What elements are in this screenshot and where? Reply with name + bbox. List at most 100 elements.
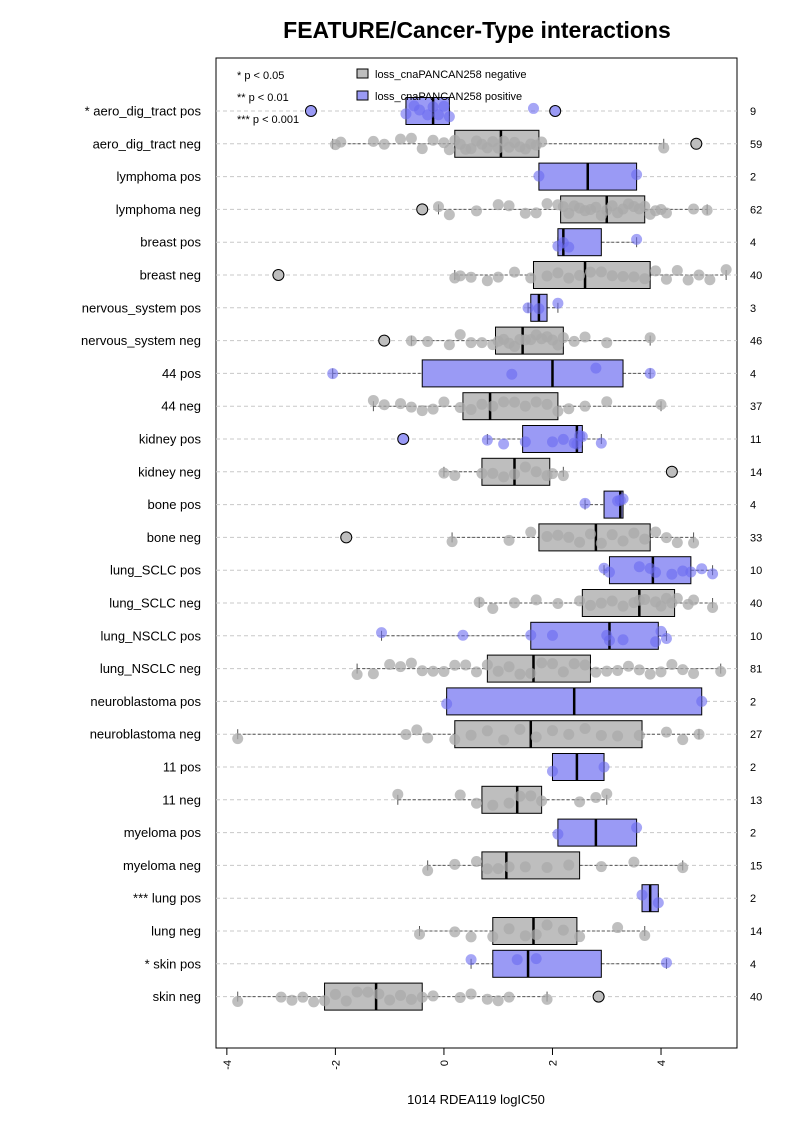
box xyxy=(492,949,602,978)
data-point xyxy=(465,954,477,966)
row-label: breast pos xyxy=(140,235,201,250)
data-point xyxy=(536,795,548,807)
data-point xyxy=(655,600,667,612)
data-point xyxy=(362,986,374,998)
data-point xyxy=(438,665,450,677)
row-count: 2 xyxy=(750,696,756,708)
row-label: lung neg xyxy=(151,924,201,939)
data-point xyxy=(395,661,407,673)
data-point xyxy=(395,989,407,1001)
x-axis-title: 1014 RDEA119 logIC50 xyxy=(407,1092,545,1107)
row-label: kidney neg xyxy=(138,464,201,479)
row-label: 11 pos xyxy=(163,760,202,775)
data-point xyxy=(465,143,477,155)
data-point xyxy=(574,595,586,607)
data-point xyxy=(308,996,320,1008)
data-point xyxy=(487,931,499,943)
significance-legend: * p < 0.05 ** p < 0.01 *** p < 0.001 xyxy=(237,70,299,126)
data-point xyxy=(563,859,575,871)
data-point xyxy=(405,993,417,1005)
data-point xyxy=(498,396,510,408)
row-count: 10 xyxy=(750,631,762,643)
data-point xyxy=(446,536,458,548)
row-count: 10 xyxy=(750,565,762,577)
data-point xyxy=(612,730,624,742)
data-point xyxy=(704,274,716,286)
data-point xyxy=(546,765,558,777)
data-point xyxy=(384,659,396,671)
data-point xyxy=(503,923,515,935)
row-count: 3 xyxy=(750,303,756,315)
data-point xyxy=(541,993,553,1005)
data-point xyxy=(519,207,531,219)
data-point xyxy=(579,400,591,412)
data-point xyxy=(519,461,531,473)
data-point xyxy=(633,729,645,741)
data-point xyxy=(476,467,488,479)
data-point xyxy=(612,922,624,934)
data-point xyxy=(476,398,488,410)
data-point xyxy=(639,594,651,606)
data-point xyxy=(422,109,434,121)
row-count: 4 xyxy=(750,500,756,512)
data-point xyxy=(707,568,719,580)
data-point xyxy=(590,362,602,374)
data-point xyxy=(541,919,553,931)
row-label: lung_SCLC pos xyxy=(110,563,202,578)
data-point xyxy=(666,568,678,580)
data-point xyxy=(422,335,434,347)
row-count: 59 xyxy=(750,139,762,151)
row-label: lung_NSCLC pos xyxy=(101,628,202,643)
data-point xyxy=(671,264,683,276)
box xyxy=(551,753,605,781)
data-point xyxy=(617,535,629,547)
data-point xyxy=(275,991,287,1003)
data-point xyxy=(508,597,520,609)
row-label: myeloma neg xyxy=(123,858,201,873)
data-point xyxy=(677,664,689,676)
data-point xyxy=(677,565,689,577)
data-point xyxy=(533,303,545,315)
data-point xyxy=(367,394,379,406)
data-point xyxy=(601,337,613,349)
data-point xyxy=(693,269,705,281)
x-axis: -4 -2 0 2 4 xyxy=(222,1047,668,1070)
row-count: 9 xyxy=(750,106,756,118)
data-point xyxy=(530,953,542,965)
data-point xyxy=(636,889,648,901)
data-point xyxy=(511,954,523,966)
data-point xyxy=(465,931,477,943)
data-point xyxy=(639,200,651,212)
data-point xyxy=(481,863,493,875)
data-point xyxy=(546,436,558,448)
data-point xyxy=(546,725,558,737)
data-point xyxy=(481,275,493,287)
row-label: * skin pos xyxy=(145,956,202,971)
data-point xyxy=(427,665,439,677)
data-point xyxy=(595,537,607,549)
data-point xyxy=(660,633,672,645)
x-tick-label: -2 xyxy=(330,1060,342,1070)
data-point xyxy=(471,205,482,217)
data-point xyxy=(487,799,499,811)
row-label: bone pos xyxy=(148,497,202,512)
data-point xyxy=(552,828,564,840)
data-point xyxy=(471,666,482,678)
data-point xyxy=(286,994,298,1006)
data-point xyxy=(498,471,510,483)
data-point xyxy=(449,659,461,671)
data-point xyxy=(574,931,586,943)
data-point xyxy=(465,988,477,1000)
data-point xyxy=(443,111,455,123)
data-point xyxy=(688,203,700,215)
legend-label-positive: loss_cnaPANCAN258 positive xyxy=(375,91,522,103)
data-point xyxy=(492,271,504,283)
data-point xyxy=(487,400,499,412)
data-point xyxy=(639,930,651,942)
data-point xyxy=(519,400,531,412)
sig-legend-1: * p < 0.05 xyxy=(237,70,284,82)
data-point xyxy=(546,629,558,641)
data-point xyxy=(498,438,510,450)
data-point xyxy=(525,667,537,679)
row-count: 40 xyxy=(750,598,762,610)
